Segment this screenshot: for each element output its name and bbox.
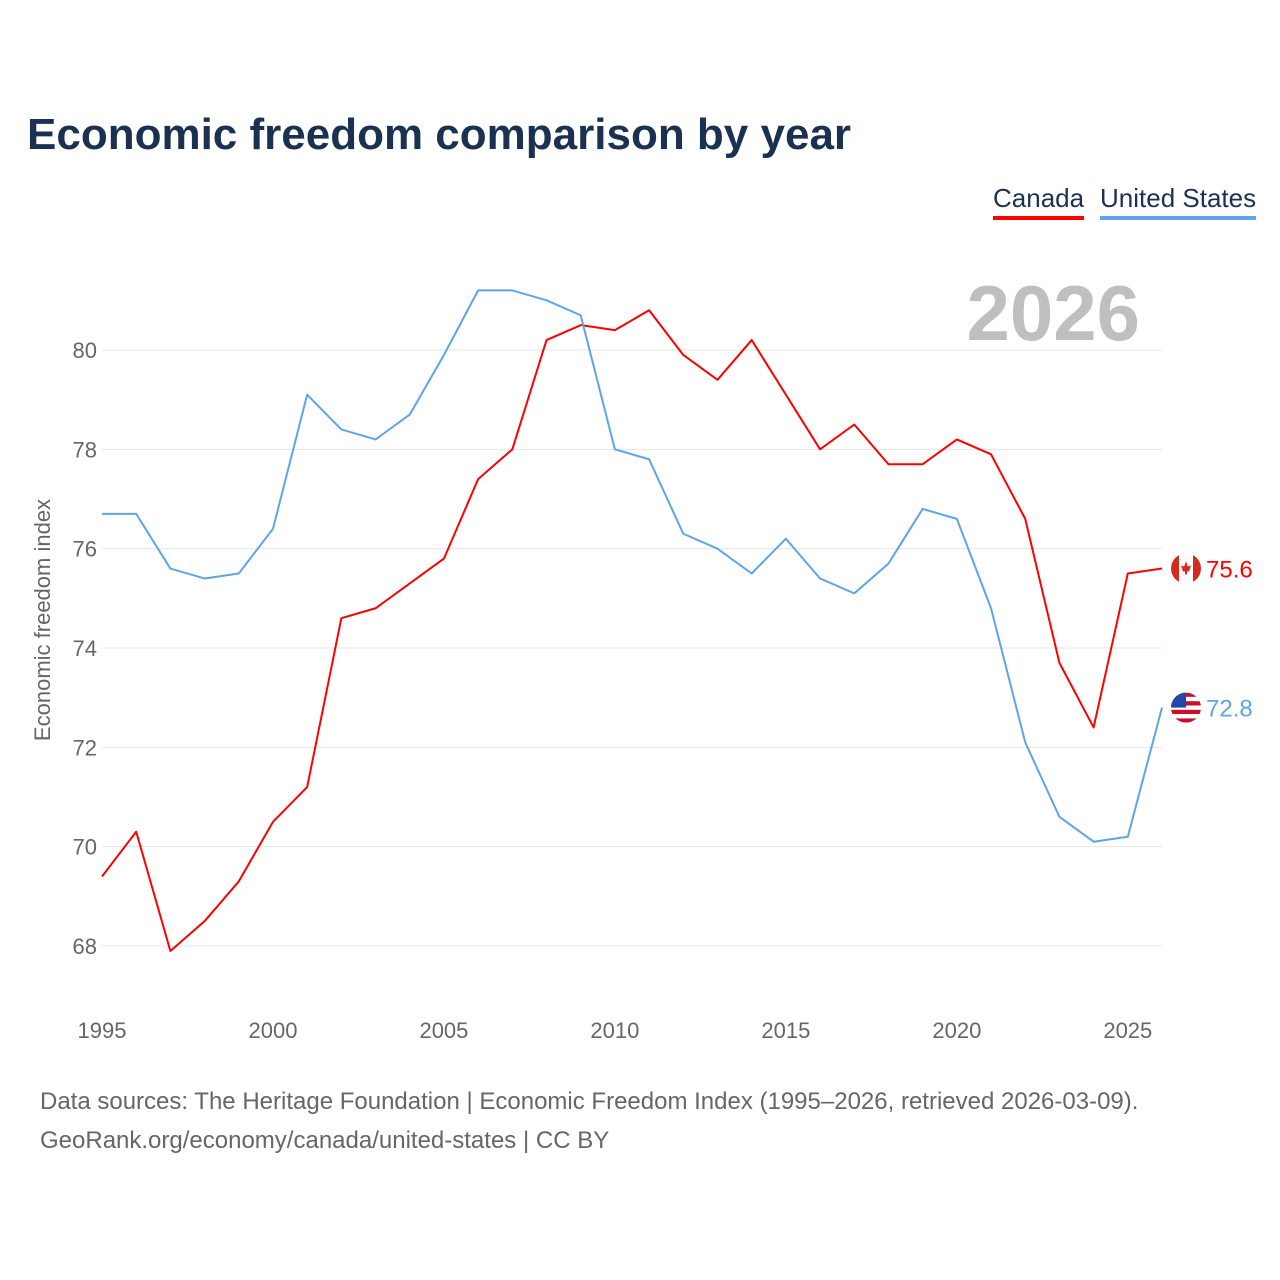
series-line-canada [101, 309, 1163, 952]
x-tick-label: 2025 [1103, 1018, 1152, 1043]
chart-title: Economic freedom comparison by year [27, 110, 852, 159]
end-value-label: 72.8 [1206, 696, 1253, 723]
x-tick-label: 2005 [419, 1018, 468, 1043]
x-tick-label: 2020 [932, 1018, 981, 1043]
year-watermark: 2026 [966, 269, 1140, 357]
canada-flag-icon [1171, 553, 1201, 584]
legend-united-states[interactable]: United States [1100, 183, 1257, 220]
y-tick-label: 72 [73, 735, 97, 760]
series-line-united-states [102, 289, 1163, 843]
y-axis-label: Economic freedom index [30, 499, 55, 741]
line-chart: 2026 68 70 72 74 76 78 80 1995 2000 2005 2010 2015 20… [30, 269, 1253, 1043]
usa-flag-icon [1171, 692, 1201, 723]
x-tick-label: 1995 [78, 1018, 127, 1043]
x-tick-label: 2000 [248, 1018, 297, 1043]
end-value-label: 75.6 [1206, 557, 1253, 584]
y-tick-label: 80 [73, 338, 97, 363]
y-tick-label: 68 [73, 934, 97, 959]
legend-canada[interactable]: Canada [993, 183, 1085, 220]
x-tick-label: 2015 [761, 1018, 810, 1043]
x-tick-label: 2010 [590, 1018, 639, 1043]
y-tick-label: 74 [73, 636, 97, 661]
footer-credit: GeoRank.org/economy/canada/united-states… [40, 1127, 610, 1154]
footer-sources: Data sources: The Heritage Foundation | … [40, 1088, 1139, 1115]
y-tick-label: 76 [73, 537, 97, 562]
y-tick-label: 78 [73, 437, 97, 462]
y-tick-label: 70 [73, 835, 97, 860]
